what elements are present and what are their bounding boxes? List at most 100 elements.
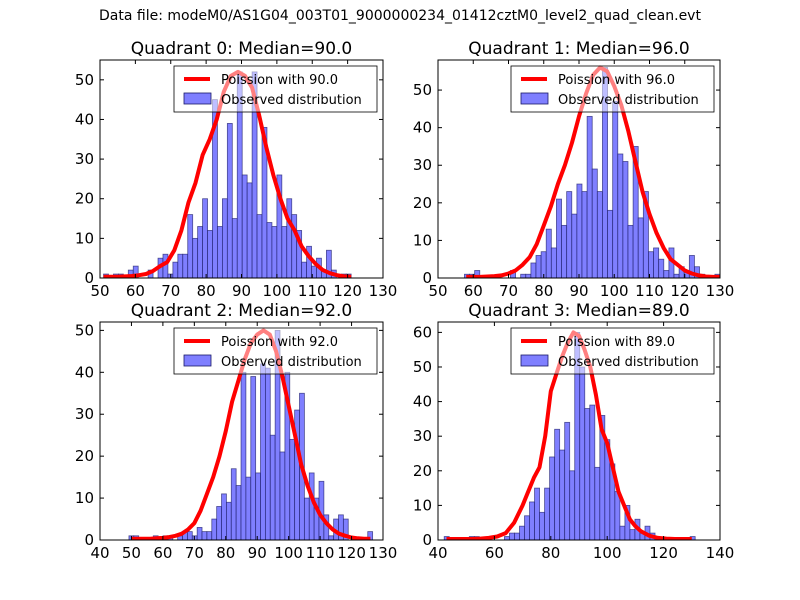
x-tick-label: 90 <box>232 282 251 300</box>
x-tick-label: 70 <box>185 544 204 562</box>
subplot-title: Quadrant 1: Median=96.0 <box>468 39 690 59</box>
x-tick-label: 110 <box>635 282 664 300</box>
x-tick-label: 90 <box>569 282 588 300</box>
histogram-bar <box>206 531 213 540</box>
y-tick-label: 60 <box>413 323 432 341</box>
x-tick-label: 130 <box>369 282 398 300</box>
histogram-bar <box>632 146 639 278</box>
histogram-bar <box>607 209 614 278</box>
subplot-quadrant-2: 40 50 60 70 80 90 100 110 120 130 0 10 20 30 40 50 Quadr… <box>75 301 397 562</box>
histogram-bar <box>571 213 578 278</box>
y-tick-label: 20 <box>413 194 432 212</box>
y-tick-label: 50 <box>75 321 94 339</box>
histogram-bar <box>584 408 591 540</box>
figure-suptitle: Data file: modeM0/AS1G04_003T01_90000002… <box>99 8 701 24</box>
histogram-bar <box>556 198 562 278</box>
x-tick-label: 60 <box>126 282 145 300</box>
y-tick-label: 50 <box>75 71 94 89</box>
plot-area <box>443 330 696 540</box>
legend: Poission with 96.0 Observed distribution <box>510 65 715 113</box>
x-tick-label: 100 <box>600 282 629 300</box>
histogram-bar <box>269 434 276 540</box>
x-tick-label: 80 <box>534 282 553 300</box>
x-tick-label: 130 <box>369 544 398 562</box>
subplot-quadrant-3: 40 60 80 100 120 140 0 10 20 30 40 50 60 Quadrant 3: … <box>413 301 734 562</box>
histogram-bar <box>296 230 303 278</box>
histogram-bar <box>260 363 266 540</box>
histogram-bar <box>530 262 537 278</box>
histogram-bar <box>642 191 649 278</box>
histogram-bar <box>509 532 515 540</box>
x-tick-label: 100 <box>263 282 292 300</box>
legend: Poission with 89.0 Observed distribution <box>510 327 715 375</box>
x-tick-label: 40 <box>428 544 447 562</box>
histogram-bar <box>217 226 223 278</box>
histogram-bar <box>211 518 218 540</box>
x-tick-label: 50 <box>90 282 109 300</box>
histogram-bar <box>216 506 222 540</box>
histogram-bar <box>235 485 242 540</box>
x-tick-label: 40 <box>90 544 109 562</box>
histogram-bar <box>564 421 571 540</box>
histogram-bar <box>569 470 576 540</box>
histogram-bar <box>653 247 660 278</box>
histogram-bar <box>534 487 540 540</box>
x-tick-label: 80 <box>216 544 235 562</box>
y-tick-label: 30 <box>413 427 432 445</box>
histogram-bar <box>589 404 596 540</box>
y-tick-label: 30 <box>413 156 432 174</box>
y-tick-label: 40 <box>75 110 94 128</box>
histogram-bar <box>520 273 527 278</box>
histogram-bar <box>673 273 680 278</box>
histogram-bar <box>256 214 263 278</box>
subplot-title: Quadrant 2: Median=92.0 <box>131 301 353 321</box>
legend-bar-swatch <box>183 354 212 367</box>
histogram-bar <box>535 255 542 278</box>
x-tick-label: 120 <box>333 282 362 300</box>
histogram-bar <box>221 493 227 540</box>
histogram-bar <box>226 501 232 540</box>
legend-label-poisson: Poission with 89.0 <box>558 335 675 350</box>
histogram-bar <box>594 466 601 540</box>
histogram-bar <box>281 226 288 278</box>
histogram-bar <box>519 525 525 540</box>
histogram-bar <box>172 261 179 278</box>
y-tick-label: 0 <box>84 531 94 549</box>
histogram-bar <box>617 153 624 278</box>
histogram-bar <box>308 472 315 540</box>
subplot-quadrant-1: 50 60 70 80 90 100 110 120 130 0 10 20 30 40 50 Quadran… <box>413 39 734 300</box>
histogram-bar <box>177 253 184 278</box>
x-tick-label: 100 <box>274 544 303 562</box>
histogram-bar <box>637 217 644 278</box>
histogram-bar <box>554 428 561 540</box>
legend: Poission with 90.0 Observed distribution <box>173 65 378 113</box>
x-tick-label: 140 <box>706 544 735 562</box>
legend: Poission with 92.0 Observed distribution <box>173 327 378 375</box>
histogram-bar <box>524 515 530 540</box>
histogram-bar <box>596 191 603 278</box>
legend-bar-swatch <box>183 92 212 105</box>
x-tick-label: 110 <box>306 544 335 562</box>
histogram-bar <box>286 198 293 278</box>
histogram-bar <box>266 222 273 278</box>
histogram-bar <box>182 253 189 278</box>
legend-bar-swatch <box>520 92 549 105</box>
histogram-bar <box>241 174 248 278</box>
y-tick-label: 30 <box>75 150 94 168</box>
histogram-bar <box>566 191 573 278</box>
histogram-bar <box>529 501 535 540</box>
histogram-bar <box>325 249 332 278</box>
histogram-bar <box>197 226 203 278</box>
histogram-bar <box>303 497 310 540</box>
y-tick-label: 40 <box>75 363 94 381</box>
y-tick-label: 10 <box>75 489 94 507</box>
x-tick-label: 80 <box>197 282 216 300</box>
x-tick-label: 50 <box>122 544 141 562</box>
subplot-title: Quadrant 3: Median=89.0 <box>468 301 690 321</box>
histogram-bar <box>549 456 556 540</box>
y-tick-label: 10 <box>413 496 432 514</box>
histogram-bar <box>202 198 208 278</box>
x-tick-label: 130 <box>706 282 735 300</box>
y-tick-label: 20 <box>75 190 94 208</box>
histogram-bar <box>231 218 238 278</box>
